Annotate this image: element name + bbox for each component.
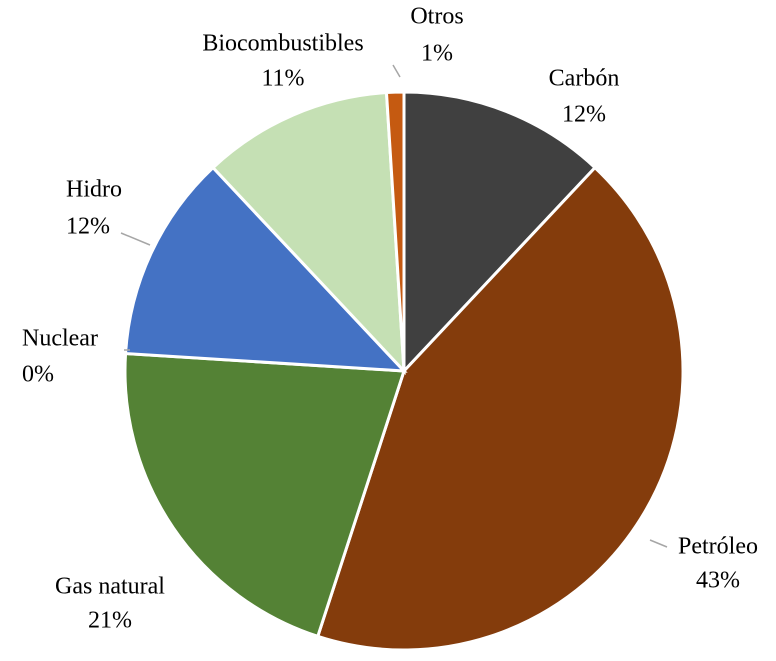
pie-slice	[384, 90, 406, 372]
leader-line	[649, 539, 668, 548]
slice-label: Otros	[410, 4, 463, 30]
pie-slice	[402, 90, 598, 375]
slice-value: 0%	[22, 362, 54, 388]
slice-label: Nuclear	[22, 326, 98, 352]
leader-line	[120, 232, 151, 246]
slice-value: 12%	[562, 102, 606, 128]
leader-line	[392, 64, 401, 78]
slice-value: 43%	[696, 568, 740, 594]
slice-label: Carbón	[549, 66, 620, 92]
slice-label: Petróleo	[678, 534, 758, 560]
slice-value: 12%	[66, 214, 110, 240]
pie-slice	[315, 165, 685, 652]
pie-slice	[123, 351, 407, 639]
slice-value: 1%	[421, 41, 453, 67]
pie-slice	[123, 165, 408, 373]
slice-value: 11%	[261, 66, 304, 92]
pie-slice	[210, 90, 406, 376]
slice-label: Hidro	[66, 177, 122, 203]
slice-label: Gas natural	[55, 574, 165, 600]
slice-label: Biocombustibles	[202, 31, 363, 57]
slice-value: 21%	[88, 608, 132, 634]
